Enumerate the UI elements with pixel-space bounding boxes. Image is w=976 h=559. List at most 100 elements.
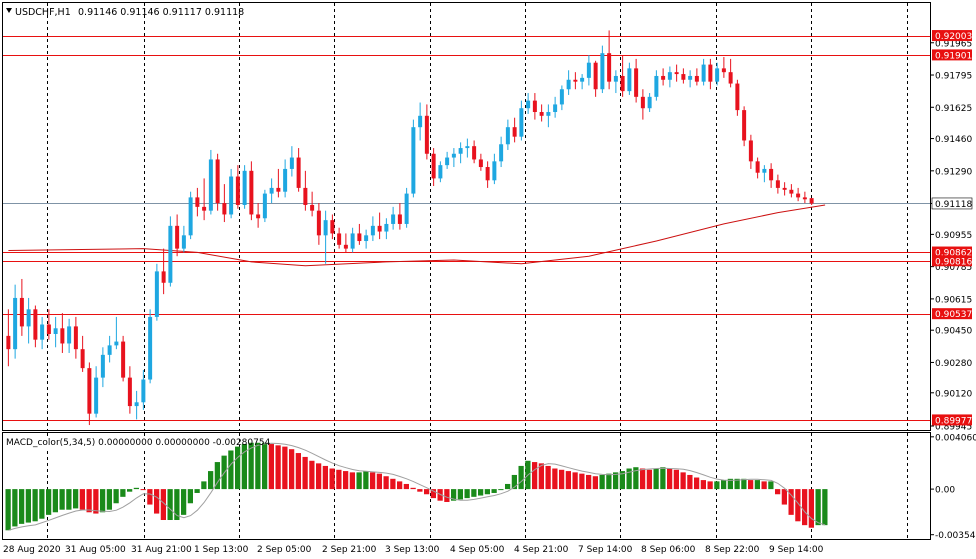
candle[interactable] <box>532 93 537 120</box>
candle[interactable] <box>364 229 369 249</box>
candle[interactable] <box>775 174 780 194</box>
candle[interactable] <box>748 134 753 169</box>
candle[interactable] <box>370 216 375 242</box>
candle[interactable] <box>796 187 801 202</box>
candle[interactable] <box>580 74 585 90</box>
candle[interactable] <box>100 347 105 388</box>
candle[interactable] <box>235 165 240 209</box>
candle[interactable] <box>782 182 787 196</box>
candle[interactable] <box>613 70 618 94</box>
candle[interactable] <box>262 189 267 223</box>
candle[interactable] <box>330 214 335 240</box>
candle[interactable] <box>256 203 261 228</box>
candle[interactable] <box>215 153 220 211</box>
candle[interactable] <box>802 191 807 204</box>
candle[interactable] <box>276 168 281 198</box>
candle[interactable] <box>688 70 693 88</box>
candle[interactable] <box>303 170 308 211</box>
candle[interactable] <box>67 318 72 353</box>
candle[interactable] <box>715 62 720 86</box>
candle[interactable] <box>742 106 747 147</box>
candle[interactable] <box>485 161 490 188</box>
candle[interactable] <box>445 151 450 169</box>
candle[interactable] <box>343 233 348 253</box>
candle[interactable] <box>289 146 294 177</box>
candle[interactable] <box>607 30 612 90</box>
candle[interactable] <box>438 161 443 183</box>
candle[interactable] <box>114 316 119 350</box>
candle[interactable] <box>499 136 504 168</box>
candle[interactable] <box>634 58 639 103</box>
candle[interactable] <box>654 70 659 101</box>
candle[interactable] <box>526 93 531 114</box>
candle[interactable] <box>249 161 254 221</box>
candle[interactable] <box>168 216 173 287</box>
candle[interactable] <box>80 335 85 372</box>
candle[interactable] <box>19 278 24 336</box>
candle[interactable] <box>377 212 382 240</box>
candle[interactable] <box>559 85 564 111</box>
candle[interactable] <box>519 100 524 141</box>
dropdown-triangle-icon[interactable] <box>6 8 12 13</box>
candle[interactable] <box>586 55 591 86</box>
candle[interactable] <box>809 198 814 205</box>
current-price-tag[interactable] <box>931 197 973 210</box>
candle[interactable] <box>73 316 78 359</box>
candle[interactable] <box>397 203 402 230</box>
candle[interactable] <box>573 72 578 90</box>
candle[interactable] <box>181 225 186 253</box>
candle[interactable] <box>661 68 666 86</box>
candle[interactable] <box>269 178 274 204</box>
candle[interactable] <box>141 370 146 410</box>
candle[interactable] <box>161 248 166 295</box>
candle[interactable] <box>107 335 112 363</box>
candle[interactable] <box>26 297 31 344</box>
candle[interactable] <box>283 159 288 198</box>
candle[interactable] <box>188 191 193 240</box>
candle[interactable] <box>323 210 328 264</box>
candle[interactable] <box>620 55 625 97</box>
candle[interactable] <box>127 366 132 414</box>
candle[interactable] <box>357 223 362 245</box>
candle[interactable] <box>229 168 234 219</box>
candle[interactable] <box>195 187 200 217</box>
candles[interactable] <box>6 30 814 426</box>
candle[interactable] <box>694 68 699 86</box>
candle[interactable] <box>505 119 510 150</box>
candle[interactable] <box>134 390 139 420</box>
candle[interactable] <box>728 58 733 88</box>
candle[interactable] <box>647 93 652 113</box>
candle[interactable] <box>512 117 517 143</box>
candle[interactable] <box>553 96 558 118</box>
candle[interactable] <box>789 184 794 198</box>
candle[interactable] <box>13 284 18 359</box>
candle[interactable] <box>424 104 429 160</box>
candle[interactable] <box>472 140 477 164</box>
candle[interactable] <box>701 58 706 86</box>
candle[interactable] <box>337 227 342 249</box>
time-axis[interactable]: 28 Aug 2020 31 Aug 05:00 31 Aug 21:00 1 Sep… <box>3 545 824 555</box>
candle[interactable] <box>762 165 767 183</box>
candle[interactable] <box>94 366 99 418</box>
candle[interactable] <box>735 79 740 116</box>
candle[interactable] <box>465 138 470 158</box>
candle[interactable] <box>674 64 679 82</box>
candle[interactable] <box>539 104 544 122</box>
candle[interactable] <box>640 89 645 120</box>
candle[interactable] <box>566 70 571 95</box>
candle[interactable] <box>222 184 227 223</box>
candle[interactable] <box>242 165 247 209</box>
candle[interactable] <box>755 157 760 179</box>
candle[interactable] <box>208 149 213 215</box>
candle[interactable] <box>451 148 456 168</box>
candle[interactable] <box>667 66 672 88</box>
candle[interactable] <box>627 62 632 95</box>
candle[interactable] <box>148 309 153 384</box>
candle[interactable] <box>384 218 389 240</box>
candle[interactable] <box>87 362 92 426</box>
candle[interactable] <box>546 104 551 128</box>
candle[interactable] <box>411 119 416 198</box>
candle[interactable] <box>431 148 436 187</box>
candle[interactable] <box>202 178 207 221</box>
